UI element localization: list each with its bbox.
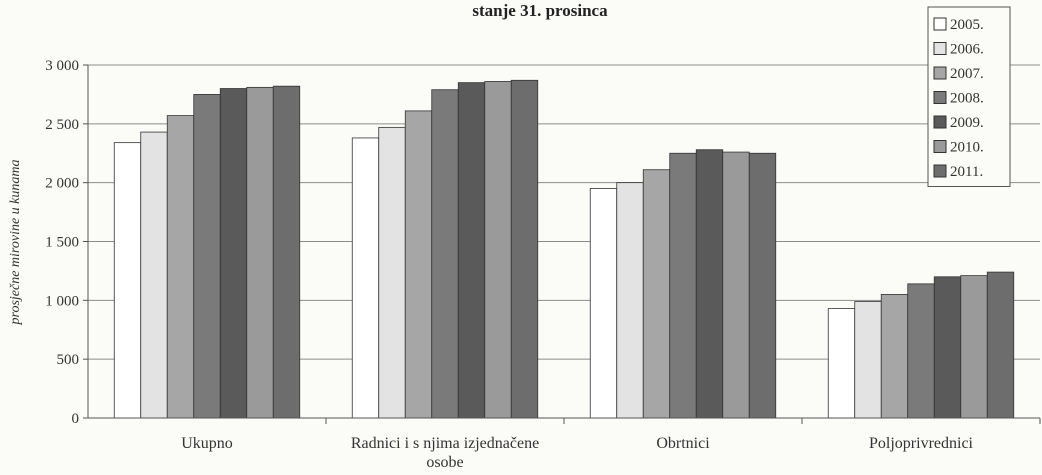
- bar: [827, 308, 856, 419]
- bar: [748, 152, 777, 419]
- x-tick-label: Ukupno: [181, 435, 233, 452]
- x-tick-label: Obrtnici: [656, 435, 710, 452]
- bar: [113, 142, 142, 419]
- legend-label: 2011.: [950, 164, 983, 180]
- bar: [616, 182, 644, 419]
- y-tick-label: 500: [57, 352, 80, 368]
- legend-label: 2008.: [950, 91, 984, 107]
- bar: [933, 276, 962, 419]
- legend-swatch: [933, 91, 947, 104]
- bar: [986, 271, 1015, 419]
- legend-label: 2006.: [950, 42, 984, 58]
- legend-swatch: [933, 42, 947, 55]
- legend-swatch: [933, 140, 947, 153]
- y-tick-labels: 0 500 1 000 1 500 2 000 2 500 3 000: [45, 58, 79, 427]
- y-axis-label: prosječne mirovine u kunama: [8, 160, 23, 326]
- x-tick-labels: Ukupno Radnici i s njima izjednačene osobe…: [181, 435, 973, 471]
- bar: [669, 152, 697, 419]
- y-tick-label: 2 500: [45, 117, 79, 133]
- y-tick-label: 0: [72, 411, 80, 427]
- legend-swatch: [933, 66, 947, 80]
- y-tick-label: 2 000: [45, 176, 79, 192]
- legend-label: 2005.: [950, 17, 984, 33]
- bar: [484, 81, 512, 419]
- legend-label: 2009.: [950, 115, 984, 131]
- bar: [272, 85, 301, 419]
- legend-swatch: [933, 115, 947, 129]
- bar: [431, 89, 459, 419]
- legend-swatch: [933, 164, 947, 178]
- bar: [246, 86, 274, 419]
- legend: 2005. 2006. 2007. 2008. 2009. 2010. 2011.: [927, 6, 1011, 187]
- axes: [83, 64, 1041, 424]
- bar: [960, 275, 988, 419]
- bar: [589, 188, 618, 419]
- x-tick-label: Radnici i s njima izjednačene osobe: [351, 435, 539, 471]
- bar: [695, 149, 724, 419]
- y-tick-label: 1 000: [45, 293, 79, 309]
- y-tick-label: 1 500: [45, 235, 79, 251]
- bar: [351, 137, 380, 419]
- legend-label: 2007.: [950, 66, 984, 82]
- bar: [140, 131, 168, 419]
- legend-label: 2010.: [950, 140, 984, 156]
- bar: [880, 294, 909, 419]
- chart-title: stanje 31. prosinca: [472, 1, 608, 20]
- x-tick-label: Poljoprivrednici: [869, 435, 974, 452]
- bars: [113, 79, 1015, 419]
- bar: [378, 126, 406, 419]
- bar: [642, 169, 671, 419]
- bar: [722, 151, 750, 419]
- bar: [404, 110, 433, 419]
- bar: [166, 115, 195, 419]
- y-tick-label: 3 000: [45, 58, 79, 74]
- bar: [193, 94, 221, 419]
- bar: [510, 79, 539, 419]
- bar: [854, 301, 882, 419]
- bar: [907, 283, 935, 419]
- legend-swatch: [933, 17, 947, 31]
- bar: [457, 82, 486, 419]
- bar: [219, 88, 248, 419]
